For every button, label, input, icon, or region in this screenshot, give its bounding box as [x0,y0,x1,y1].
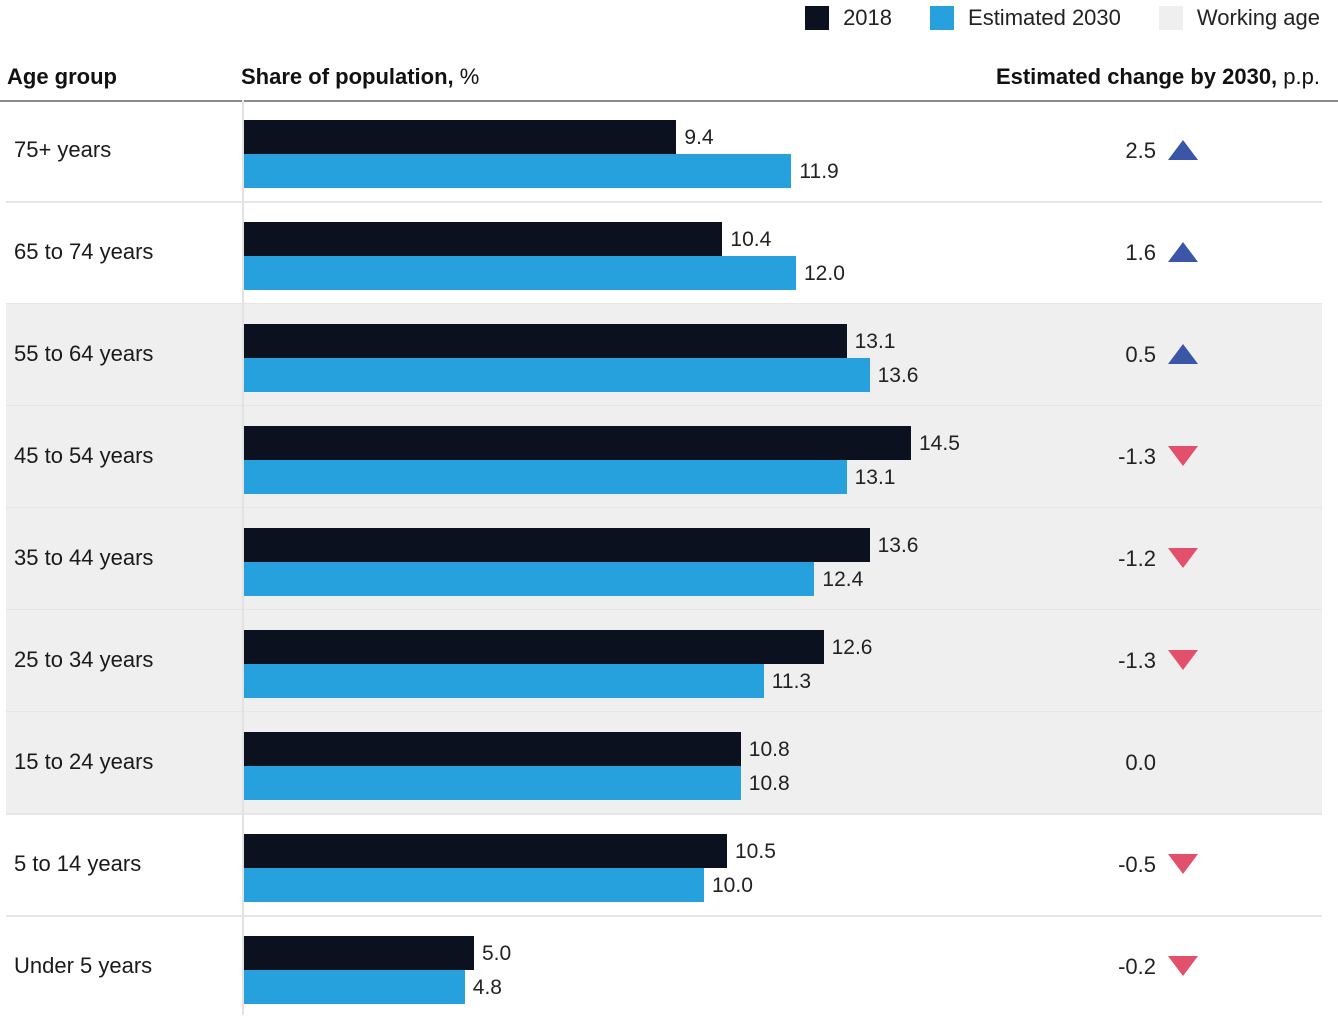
triangle-down-icon [1168,854,1198,874]
value-label-2030: 11.9 [799,160,839,183]
bar-2018 [244,222,723,256]
legend-label-2030: Estimated 2030 [968,5,1121,30]
legend-item-2018: 2018 [805,5,892,31]
chart-row: 15 to 24 years 10.8 10.8 0.0 [0,712,1338,815]
age-group-label: 75+ years [14,137,112,162]
table-header: Age group Share of population, % Estimat… [0,60,1338,102]
value-label-2030: 11.3 [771,670,812,693]
triangle-down-icon [1168,650,1198,670]
value-label-2018: 10.8 [748,738,790,761]
bar-2030 [244,970,465,1004]
legend-item-2030: Estimated 2030 [930,5,1121,31]
change-value: 0.5 [1125,342,1156,367]
change-value: 0.0 [1125,750,1156,775]
value-label-2018: 14.5 [919,432,960,455]
value-label-2030: 10.8 [748,772,790,795]
change-header-unit: p.p. [1283,64,1320,89]
row-divider [6,813,1322,815]
age-group-label: 65 to 74 years [14,239,154,264]
bar-2030 [244,154,792,188]
bar-2030 [244,358,870,392]
change-header-title: Estimated change by 2030, [995,64,1278,89]
triangle-down-icon [1168,956,1198,976]
chart-row: 75+ years 9.4 11.9 2.5 [0,100,1338,203]
age-group-label: 55 to 64 years [14,341,154,366]
age-group-label: 35 to 44 years [14,545,154,570]
legend-swatch-2018 [805,6,830,30]
change-value: -0.2 [1118,954,1156,979]
chart-row: 65 to 74 years 10.4 12.0 1.6 [0,202,1338,305]
bar-2030 [244,664,764,698]
triangle-up-icon [1168,242,1198,262]
age-group-label: 25 to 34 years [14,647,154,672]
value-label-2018: 5.0 [482,942,512,965]
share-header-unit: % [459,64,480,89]
value-label-2018: 10.4 [730,228,772,251]
bar-2030 [244,868,704,902]
change-value: -0.5 [1118,852,1156,877]
value-label-2018: 9.4 [684,126,714,149]
bar-2030 [244,256,796,290]
change-value: -1.3 [1118,444,1156,469]
chart-row: 25 to 34 years 12.6 11.3 -1.3 [0,610,1338,713]
age-group-label: 15 to 24 years [14,749,154,774]
value-label-2030: 12.4 [822,568,864,591]
chart-row: 55 to 64 years 13.1 13.6 0.5 [0,304,1338,407]
change-header: Estimated change by 2030, p.p. [996,64,1320,90]
value-label-2030: 13.6 [877,364,919,387]
value-label-2018: 12.6 [831,636,873,659]
change-value: -1.3 [1118,648,1156,673]
chart-row: 5 to 14 years 10.5 10.0 -0.5 [0,814,1338,917]
share-header: Share of population, % [241,64,479,90]
value-label-2030: 12.0 [804,262,845,285]
age-group-label: Under 5 years [14,953,153,978]
change-value: 1.6 [1125,240,1156,265]
legend: 2018 Estimated 2030 Working age [805,4,1320,32]
bar-2018 [244,630,824,664]
age-group-label: 5 to 14 years [14,851,142,876]
axis-line [242,100,244,1015]
bar-2018 [244,834,727,868]
bar-2018 [244,528,870,562]
row-divider [6,915,1322,917]
chart-row: 45 to 54 years 14.5 13.1 -1.3 [0,406,1338,509]
triangle-up-icon [1168,344,1198,364]
bar-2018 [244,120,677,154]
value-label-2030: 10.0 [712,874,753,897]
row-divider [6,201,1322,203]
value-label-2018: 13.1 [854,330,896,353]
chart-row: 35 to 44 years 13.6 12.4 -1.2 [0,508,1338,611]
bar-2030 [244,562,815,596]
legend-label-working-age: Working age [1196,5,1320,30]
triangle-up-icon [1168,140,1198,160]
chart-row: Under 5 years 5.0 4.8 -0.2 [0,916,1338,1018]
age-group-header: Age group [7,64,117,89]
legend-swatch-2030 [930,6,955,30]
change-value: -1.2 [1118,546,1156,571]
legend-label-2018: 2018 [843,5,893,30]
share-header-title: Share of population, [241,64,454,89]
change-value: 2.5 [1125,138,1156,163]
value-label-2018: 10.5 [735,840,776,863]
bar-2018 [244,732,741,766]
legend-item-working-age: Working age [1158,5,1320,31]
bar-2018 [244,426,911,460]
age-group-label: 45 to 54 years [14,443,154,468]
bar-2018 [244,324,847,358]
triangle-down-icon [1168,548,1198,568]
bar-2018 [244,936,474,970]
bar-2030 [244,766,741,800]
bar-2030 [244,460,847,494]
triangle-down-icon [1168,446,1198,466]
legend-swatch-working-age [1158,6,1183,30]
value-label-2030: 4.8 [472,976,502,999]
value-label-2030: 13.1 [854,466,896,489]
value-label-2018: 13.6 [877,534,919,557]
